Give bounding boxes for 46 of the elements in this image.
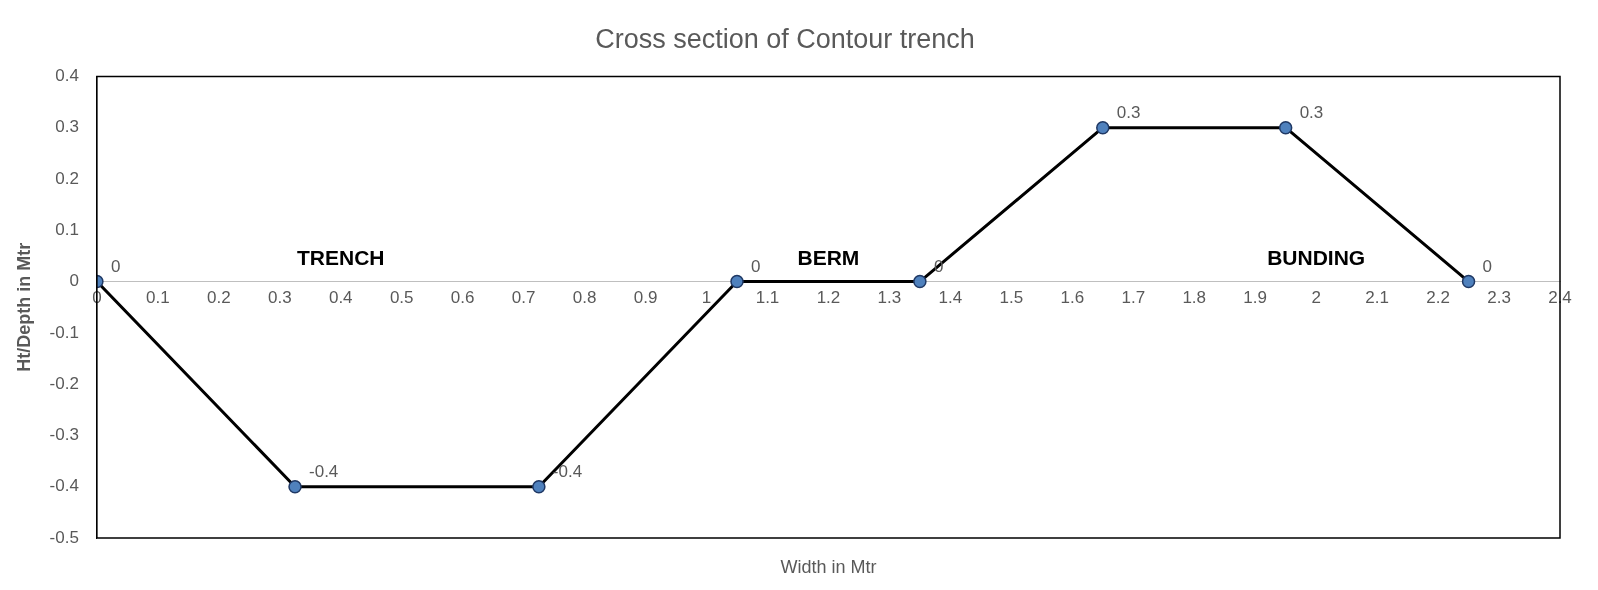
- data-label: 0.3: [1116, 103, 1141, 123]
- x-tick-label: 0.3: [267, 288, 292, 308]
- x-tick-label: 1.3: [877, 288, 902, 308]
- x-tick-label: 0.2: [207, 288, 231, 308]
- x-tick-label: 1.7: [1121, 288, 1146, 308]
- y-tick-label: 0.1: [55, 219, 79, 239]
- x-tick-label: 1.1: [755, 288, 780, 308]
- x-tick-label: 1.2: [816, 288, 841, 308]
- x-tick-label: 2.3: [1487, 288, 1511, 308]
- x-tick-label: 1: [701, 288, 712, 308]
- y-tick-label: -0.5: [49, 527, 79, 547]
- x-tick-label: 0.1: [146, 288, 170, 308]
- y-tick-label: 0.4: [55, 66, 79, 86]
- x-tick-label: 2: [1311, 288, 1321, 308]
- x-tick-label: 0.7: [511, 288, 536, 308]
- x-tick-label: 1.4: [938, 288, 963, 308]
- y-axis-title: Ht/Depth in Mtr: [13, 242, 34, 372]
- x-axis-title: Width in Mtr: [780, 557, 877, 577]
- data-label: -0.4: [552, 462, 583, 482]
- x-tick-label: 0.9: [633, 288, 658, 308]
- y-tick-label: -0.1: [49, 322, 79, 342]
- annotation: BUNDING: [1267, 246, 1366, 270]
- x-tick-label: 2.2: [1426, 288, 1450, 308]
- chart-title: Cross section of Contour trench: [595, 23, 975, 54]
- y-tick-label: 0.3: [55, 117, 79, 137]
- y-tick-label: -0.4: [49, 476, 79, 496]
- x-tick-label: 2.1: [1365, 288, 1389, 308]
- annotation: BERM: [797, 246, 860, 270]
- y-tick-label: 0: [69, 271, 79, 291]
- x-tick-label: 0.6: [450, 288, 475, 308]
- annotation: TRENCH: [296, 246, 385, 270]
- x-tick-label: 0.8: [572, 288, 597, 308]
- y-tick-label: -0.2: [49, 373, 79, 393]
- x-tick-label: 1.6: [1060, 288, 1085, 308]
- x-tick-label: 1.9: [1243, 288, 1268, 308]
- data-label: 0: [1482, 257, 1493, 277]
- y-tick-label: 0.2: [55, 168, 79, 188]
- x-tick-label: 0.5: [389, 288, 414, 308]
- x-tick-label: 1.5: [999, 288, 1024, 308]
- data-label: 0: [110, 257, 121, 277]
- y-tick-label: -0.3: [49, 425, 79, 445]
- data-label: -0.4: [309, 462, 339, 482]
- data-label: 0: [751, 257, 761, 277]
- x-tick-label: 0.4: [328, 288, 353, 308]
- data-label: 0.3: [1299, 103, 1324, 123]
- x-tick-label: 1.8: [1182, 288, 1207, 308]
